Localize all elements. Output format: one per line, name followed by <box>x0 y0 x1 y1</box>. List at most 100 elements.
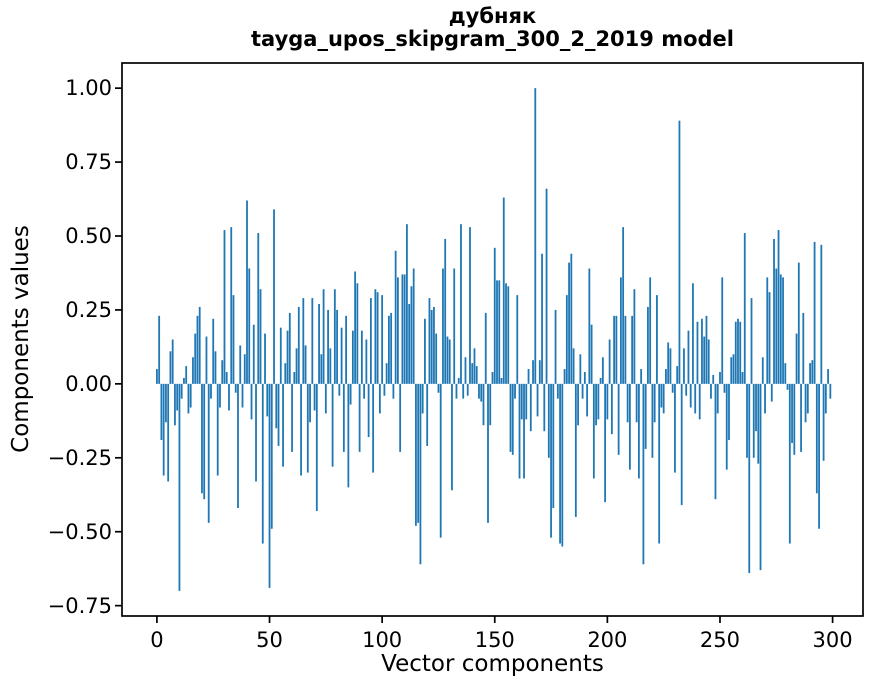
bar <box>255 383 257 482</box>
bar <box>786 383 789 390</box>
bar <box>595 383 597 426</box>
bar <box>446 336 449 384</box>
bar <box>685 383 688 396</box>
bar <box>703 336 706 384</box>
bar <box>365 339 368 384</box>
y-tick-label: 0.75 <box>65 150 112 175</box>
bar <box>356 283 359 384</box>
bar <box>662 383 665 414</box>
bar <box>509 383 512 452</box>
bar <box>185 366 188 384</box>
bar <box>221 360 224 384</box>
bar <box>538 360 541 384</box>
bar <box>779 274 782 384</box>
bar <box>363 383 366 399</box>
bar <box>268 383 271 588</box>
bar <box>327 309 329 384</box>
bar <box>378 383 381 414</box>
bar <box>795 333 798 384</box>
bar <box>644 383 647 449</box>
bar <box>716 383 719 414</box>
bar <box>514 383 516 399</box>
bar <box>813 241 816 384</box>
bar <box>586 383 588 417</box>
bar <box>590 324 593 384</box>
bar <box>198 306 201 384</box>
bar <box>770 383 773 402</box>
bar <box>741 372 744 384</box>
bar <box>284 363 287 384</box>
bar <box>561 383 564 547</box>
bar <box>412 268 415 384</box>
bar <box>768 292 771 384</box>
bar <box>489 383 492 426</box>
bar <box>734 321 737 384</box>
y-tick-label: −0.50 <box>47 519 112 544</box>
chart-title-line2: tayga_upos_skipgram_300_2_2019 model <box>251 27 734 51</box>
bar <box>261 383 264 544</box>
x-tick-label: 250 <box>699 628 741 652</box>
bar <box>187 383 190 414</box>
bar <box>757 383 760 464</box>
x-tick-label: 300 <box>812 628 853 652</box>
bar <box>743 233 746 384</box>
bar <box>502 197 505 384</box>
bar <box>624 315 627 384</box>
bar <box>203 383 206 500</box>
bar <box>651 383 654 458</box>
bar <box>541 253 543 384</box>
bar <box>804 383 807 423</box>
bar <box>728 383 730 441</box>
bar <box>230 227 233 384</box>
bar <box>493 247 496 384</box>
bar <box>448 339 451 384</box>
bar <box>532 360 534 384</box>
bar <box>653 383 656 423</box>
chart-title: дубняк tayga_upos_skipgram_300_2_2019 mo… <box>122 5 863 51</box>
bar <box>619 277 622 384</box>
bar <box>324 383 327 414</box>
bar <box>782 277 784 384</box>
bar <box>374 289 377 384</box>
bar <box>764 383 766 414</box>
bar <box>462 383 465 399</box>
bar <box>761 357 764 384</box>
bar <box>205 336 208 384</box>
x-tick-label: 150 <box>474 628 515 652</box>
bar <box>574 383 577 517</box>
bar <box>811 360 814 384</box>
bar <box>333 289 336 384</box>
y-tick-label: 1.00 <box>65 76 112 101</box>
bar <box>259 289 262 384</box>
bar <box>232 295 235 384</box>
bar <box>331 383 334 467</box>
bar <box>525 383 528 420</box>
bar <box>270 383 273 529</box>
bar <box>730 357 733 384</box>
bar <box>435 333 438 384</box>
x-axis-title: Vector components <box>381 651 604 677</box>
bar <box>572 348 575 384</box>
y-tick-label: 0.00 <box>65 371 112 396</box>
bar <box>279 327 282 384</box>
bar <box>189 383 192 408</box>
bar <box>518 383 521 479</box>
bar <box>827 369 829 384</box>
bar <box>547 383 550 458</box>
bar <box>322 289 325 384</box>
bar <box>430 309 433 384</box>
bar <box>212 318 215 384</box>
bar <box>480 383 483 402</box>
x-tick-label: 200 <box>587 628 628 652</box>
bar <box>180 383 183 399</box>
bar <box>234 383 237 393</box>
bar <box>457 377 460 384</box>
bar <box>444 238 447 384</box>
bar <box>178 383 181 591</box>
bar <box>800 383 802 452</box>
bar <box>545 188 548 384</box>
bar <box>403 274 406 384</box>
bar <box>638 383 640 479</box>
bar <box>667 342 670 384</box>
bar <box>752 383 755 458</box>
